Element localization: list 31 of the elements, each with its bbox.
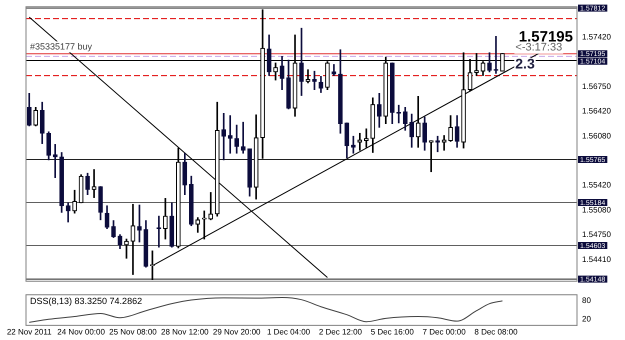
chart-title: DSS(8,13) 83.3250 74.2862 [30, 296, 142, 306]
x-tick-label: 25 Nov 08:00 [109, 327, 158, 336]
annotation: 2.3 [515, 55, 535, 72]
x-tick-label: 29 Nov 20:00 [212, 327, 262, 336]
x-tick-label: 22 Nov 2011 [6, 327, 52, 336]
candlestick [312, 70, 317, 90]
y-tick-label: 1.56420 [582, 106, 612, 116]
candlestick [306, 69, 310, 84]
x-tick-label: 24 Nov 00:00 [57, 327, 106, 336]
y-tick-label: 1.54410 [582, 254, 612, 264]
annotation: <-3:17:33 [515, 41, 562, 54]
y-tick-label: 1.55420 [582, 180, 612, 190]
x-tick-label: 7 Dec 00:00 [422, 327, 466, 336]
annotation: #35335177 buy [30, 41, 93, 52]
candlestick [137, 204, 142, 242]
y-tick-label: 1.57420 [582, 32, 612, 42]
y-tick-label: 20 [582, 314, 592, 324]
x-tick-label: 28 Nov 12:00 [161, 327, 210, 336]
candlestick [124, 238, 129, 259]
y-tick-label: 1.54750 [582, 230, 612, 239]
x-tick-label: 1 Dec 04:00 [266, 327, 311, 336]
candlestick [92, 169, 96, 198]
x-tick-label: 8 Dec 08:00 [474, 327, 518, 336]
y-tick-label: 1.55080 [582, 205, 612, 214]
candlestick [130, 204, 136, 275]
y-tick-label: 1.56750 [582, 82, 612, 91]
x-tick-label: 2 Dec 12:00 [318, 327, 363, 336]
y-tick-label: 1.56080 [582, 131, 612, 140]
y-tick-label: 80 [582, 296, 592, 306]
x-tick-label: 5 Dec 16:00 [370, 327, 414, 336]
line-series [28, 297, 503, 323]
